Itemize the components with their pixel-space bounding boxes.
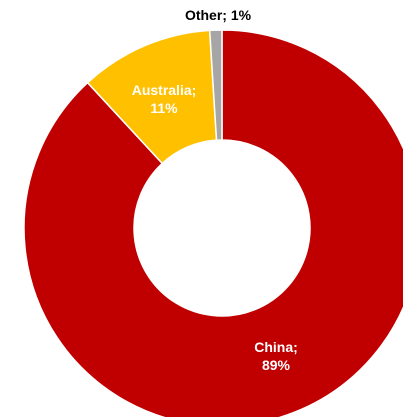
label-china: China; 89%: [254, 339, 298, 373]
slice-china: [23, 29, 403, 417]
label-group: China; 89% Australia; 11% Other; 1%: [132, 7, 298, 373]
label-other-line1: Other; 1%: [185, 7, 252, 23]
label-china-line2: 89%: [262, 357, 291, 373]
slice-other: [208, 29, 223, 141]
label-australia: Australia; 11%: [132, 82, 197, 116]
label-australia-line1: Australia;: [132, 82, 197, 98]
label-other: Other; 1%: [185, 7, 252, 23]
slice-group: [23, 29, 403, 417]
label-australia-line2: 11%: [150, 100, 178, 116]
label-china-line1: China;: [254, 339, 298, 355]
